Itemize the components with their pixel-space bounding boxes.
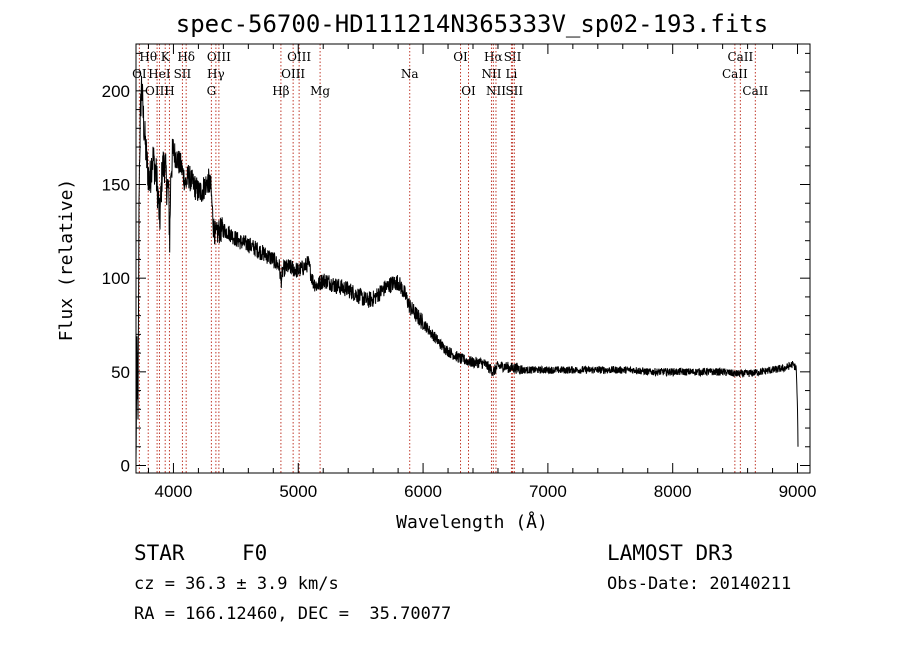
spectral-subclass: F0 — [242, 541, 267, 565]
spectral-line-label: OI — [461, 84, 476, 98]
spectral-line-label: Hθ — [139, 50, 157, 64]
spectral-line-label: OI — [453, 50, 468, 64]
spectral-line-label: SII — [174, 67, 192, 81]
x-axis-label: Wavelength (Å) — [396, 511, 548, 533]
spectral-line-label: Hδ — [177, 50, 195, 64]
spectrum-series-line — [135, 75, 799, 460]
y-tick-label: 150 — [102, 176, 130, 195]
x-tick-label: 8000 — [654, 482, 692, 501]
y-axis-label: Flux (relative) — [56, 179, 77, 342]
spectral-line-label: Hβ — [272, 84, 289, 98]
spectral-line-label: SII — [505, 84, 523, 98]
observation-date: Obs-Date: 20140211 — [607, 574, 791, 594]
spectral-line-label: Hγ — [207, 67, 225, 81]
redshift-velocity: cz = 36.3 ± 3.9 km/s — [134, 574, 339, 594]
x-tick-label: 7000 — [529, 482, 567, 501]
spectral-line-label: NII — [486, 84, 506, 98]
spectral-line-label: Mg — [310, 84, 330, 98]
spectral-line-label: OIII — [287, 50, 311, 64]
chart-title: spec-56700-HD111214N365333V_sp02-193.fit… — [176, 10, 768, 38]
coordinates: RA = 166.12460, DEC = 35.70077 — [134, 604, 451, 624]
plot-frame — [135, 43, 811, 474]
spectral-line-label: HeI — [148, 67, 171, 81]
spectral-line-label: G — [207, 84, 217, 98]
y-tick-label: 0 — [121, 457, 130, 476]
spectral-line-label: OIII — [281, 67, 305, 81]
spectral-line-label: Li — [506, 67, 518, 81]
y-tick-label: 100 — [102, 269, 130, 288]
x-tick-label: 6000 — [404, 482, 442, 501]
spectral-line-label: OIII — [145, 84, 169, 98]
spectral-line-label: K — [161, 50, 171, 64]
spectral-line-label: H — [164, 84, 174, 98]
x-tick-label: 9000 — [779, 482, 817, 501]
spectral-line-label: CaII — [742, 84, 768, 98]
spectral-line-label: OI — [132, 67, 147, 81]
survey-name: LAMOST DR3 — [607, 541, 733, 565]
spectral-line-label: CaII — [722, 67, 748, 81]
spectral-line-label: OIII — [207, 50, 231, 64]
y-tick-label: 50 — [111, 363, 130, 382]
spectral-line-label: Hα — [484, 50, 503, 64]
spectral-line-label: NII — [481, 67, 501, 81]
y-tick-label: 200 — [102, 82, 130, 101]
spectral-line-label: SII — [504, 50, 522, 64]
spectral-line-label: Na — [401, 67, 419, 81]
object-class: STAR — [134, 541, 185, 565]
spectral-line-label: CaII — [727, 50, 753, 64]
x-tick-label: 4000 — [155, 482, 193, 501]
x-tick-label: 5000 — [279, 482, 317, 501]
